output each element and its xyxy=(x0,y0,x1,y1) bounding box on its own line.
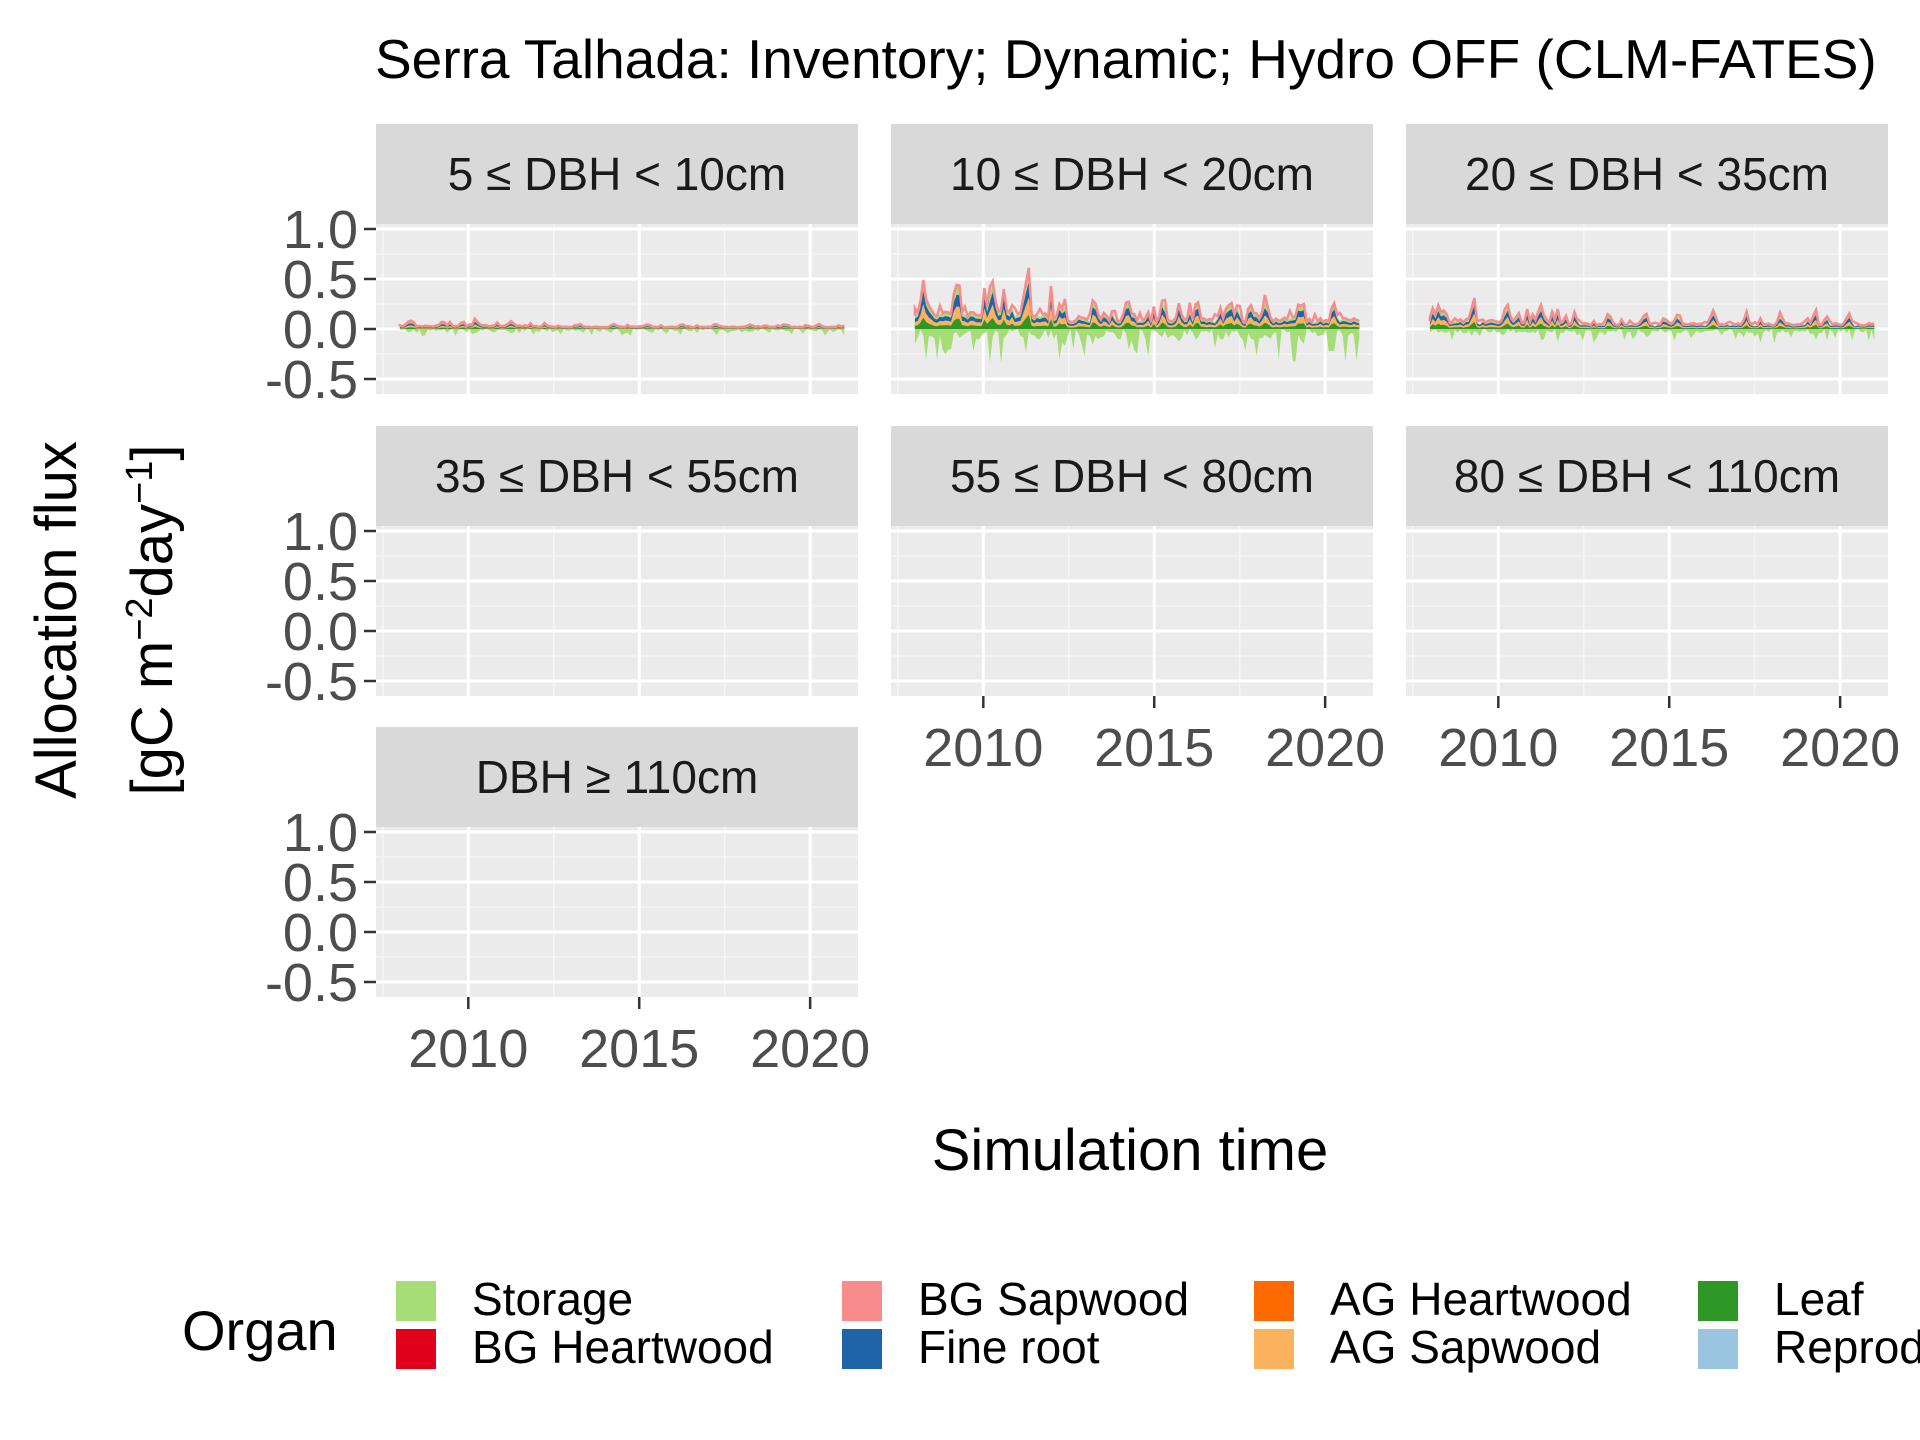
panel-3: 20 ≤ DBH < 35cm xyxy=(1406,124,1888,394)
panel-strip-label: 20 ≤ DBH < 35cm xyxy=(1465,148,1829,200)
area-leaf xyxy=(399,326,845,329)
x-axis-title: Simulation time xyxy=(932,1118,1328,1183)
panel-background xyxy=(376,224,858,394)
x-tick-label: 2010 xyxy=(408,1019,528,1079)
y-tick-label: 1.0 xyxy=(283,803,358,863)
axis-titles: Simulation time Allocation flux [gC m−2d… xyxy=(24,441,1328,1183)
area-bg-sapwood xyxy=(913,267,1360,327)
panel-strip-label: 80 ≤ DBH < 110cm xyxy=(1454,450,1840,502)
panel-background xyxy=(376,827,858,997)
y-tick-label: -0.5 xyxy=(265,350,358,410)
panel-5: 55 ≤ DBH < 80cm 2010 2015 2020 xyxy=(891,426,1385,778)
panel-1: 5 ≤ DBH < 10cm -0.50.00.51.0 xyxy=(265,124,858,410)
panel-strip xyxy=(376,426,858,526)
y-tick-label: 1.0 xyxy=(283,200,358,260)
x-tick-label: 2010 xyxy=(923,718,1043,778)
legend-swatch xyxy=(842,1281,882,1321)
panel-background xyxy=(376,526,858,696)
legend-label: AG Sapwood xyxy=(1330,1321,1601,1373)
panel-strip xyxy=(1406,426,1888,526)
area-leaf xyxy=(914,314,1360,329)
x-tick-label: 2020 xyxy=(750,1019,870,1079)
panel-background xyxy=(1406,526,1888,696)
x-tick-label: 2015 xyxy=(579,1019,699,1079)
chart-title: Serra Talhada: Inventory; Dynamic; Hydro… xyxy=(375,28,1877,90)
area-storage-negative xyxy=(914,329,1360,364)
area-leaf xyxy=(1429,321,1875,329)
panel-6: 80 ≤ DBH < 110cm 2010 2015 2020 xyxy=(1406,426,1900,778)
area-bg-sapwood xyxy=(398,316,845,329)
area-storage-negative xyxy=(1429,329,1875,344)
legend-label: Leaf xyxy=(1774,1273,1864,1325)
legend-swatch xyxy=(1254,1329,1294,1369)
panel-4: 35 ≤ DBH < 55cm -0.50.00.51.0 xyxy=(265,426,858,712)
y-tick-label: 0.0 xyxy=(283,602,358,662)
panel-grid: 5 ≤ DBH < 10cm-0.50.00.51.010 ≤ DBH < 20… xyxy=(265,124,1900,1079)
y-tick-label: 0.0 xyxy=(283,300,358,360)
panel-background xyxy=(891,526,1373,696)
legend-label: AG Heartwood xyxy=(1330,1273,1632,1325)
panel-strip-label: 35 ≤ DBH < 55cm xyxy=(435,450,799,502)
legend-swatch xyxy=(1698,1329,1738,1369)
panel-strip-label: DBH ≥ 110cm xyxy=(476,751,759,803)
y-tick-label: 0.5 xyxy=(283,853,358,913)
legend-label: BG Sapwood xyxy=(918,1273,1189,1325)
x-tick-label: 2015 xyxy=(1094,718,1214,778)
y-tick-label: 0.5 xyxy=(283,250,358,310)
panel-2: 10 ≤ DBH < 20cm xyxy=(891,124,1373,394)
legend-swatch xyxy=(1254,1281,1294,1321)
y-tick-label: -0.5 xyxy=(265,652,358,712)
area-storage-negative xyxy=(399,329,845,336)
legend-label: BG Heartwood xyxy=(472,1321,774,1373)
legend-label: Reproduction xyxy=(1774,1321,1920,1373)
panel-strip-label: 5 ≤ DBH < 10cm xyxy=(448,148,786,200)
x-tick-label: 2010 xyxy=(1438,718,1558,778)
legend-swatch xyxy=(396,1329,436,1369)
area-bg-sapwood xyxy=(1428,297,1875,328)
legend-swatch xyxy=(842,1329,882,1369)
x-tick-label: 2020 xyxy=(1780,718,1900,778)
legend-label: Fine root xyxy=(918,1321,1100,1373)
y-tick-label: 0.5 xyxy=(283,552,358,612)
legend-swatch xyxy=(396,1281,436,1321)
panel-strip-label: 55 ≤ DBH < 80cm xyxy=(950,450,1314,502)
x-tick-label: 2020 xyxy=(1265,718,1385,778)
legend-label: Storage xyxy=(472,1273,633,1325)
panel-strip xyxy=(376,124,858,224)
y-tick-label: -0.5 xyxy=(265,953,358,1013)
y-axis-title-line1: Allocation flux xyxy=(24,441,89,799)
y-tick-label: 0.0 xyxy=(283,903,358,963)
legend-swatch xyxy=(1698,1281,1738,1321)
x-tick-label: 2015 xyxy=(1609,718,1729,778)
panel-background xyxy=(1406,224,1888,394)
panel-background xyxy=(891,224,1373,394)
y-tick-label: 1.0 xyxy=(283,502,358,562)
panel-strip xyxy=(891,124,1373,224)
panel-strip xyxy=(1406,124,1888,224)
y-axis-title-line2: [gC m−2day−1] xyxy=(119,445,185,796)
legend-title: Organ xyxy=(182,1299,338,1362)
panel-strip-label: 10 ≤ DBH < 20cm xyxy=(950,148,1314,200)
panel-strip xyxy=(891,426,1373,526)
panel-strip xyxy=(376,727,858,827)
panel-7: DBH ≥ 110cm -0.50.00.51.0 2010 2015 2020 xyxy=(265,727,870,1079)
